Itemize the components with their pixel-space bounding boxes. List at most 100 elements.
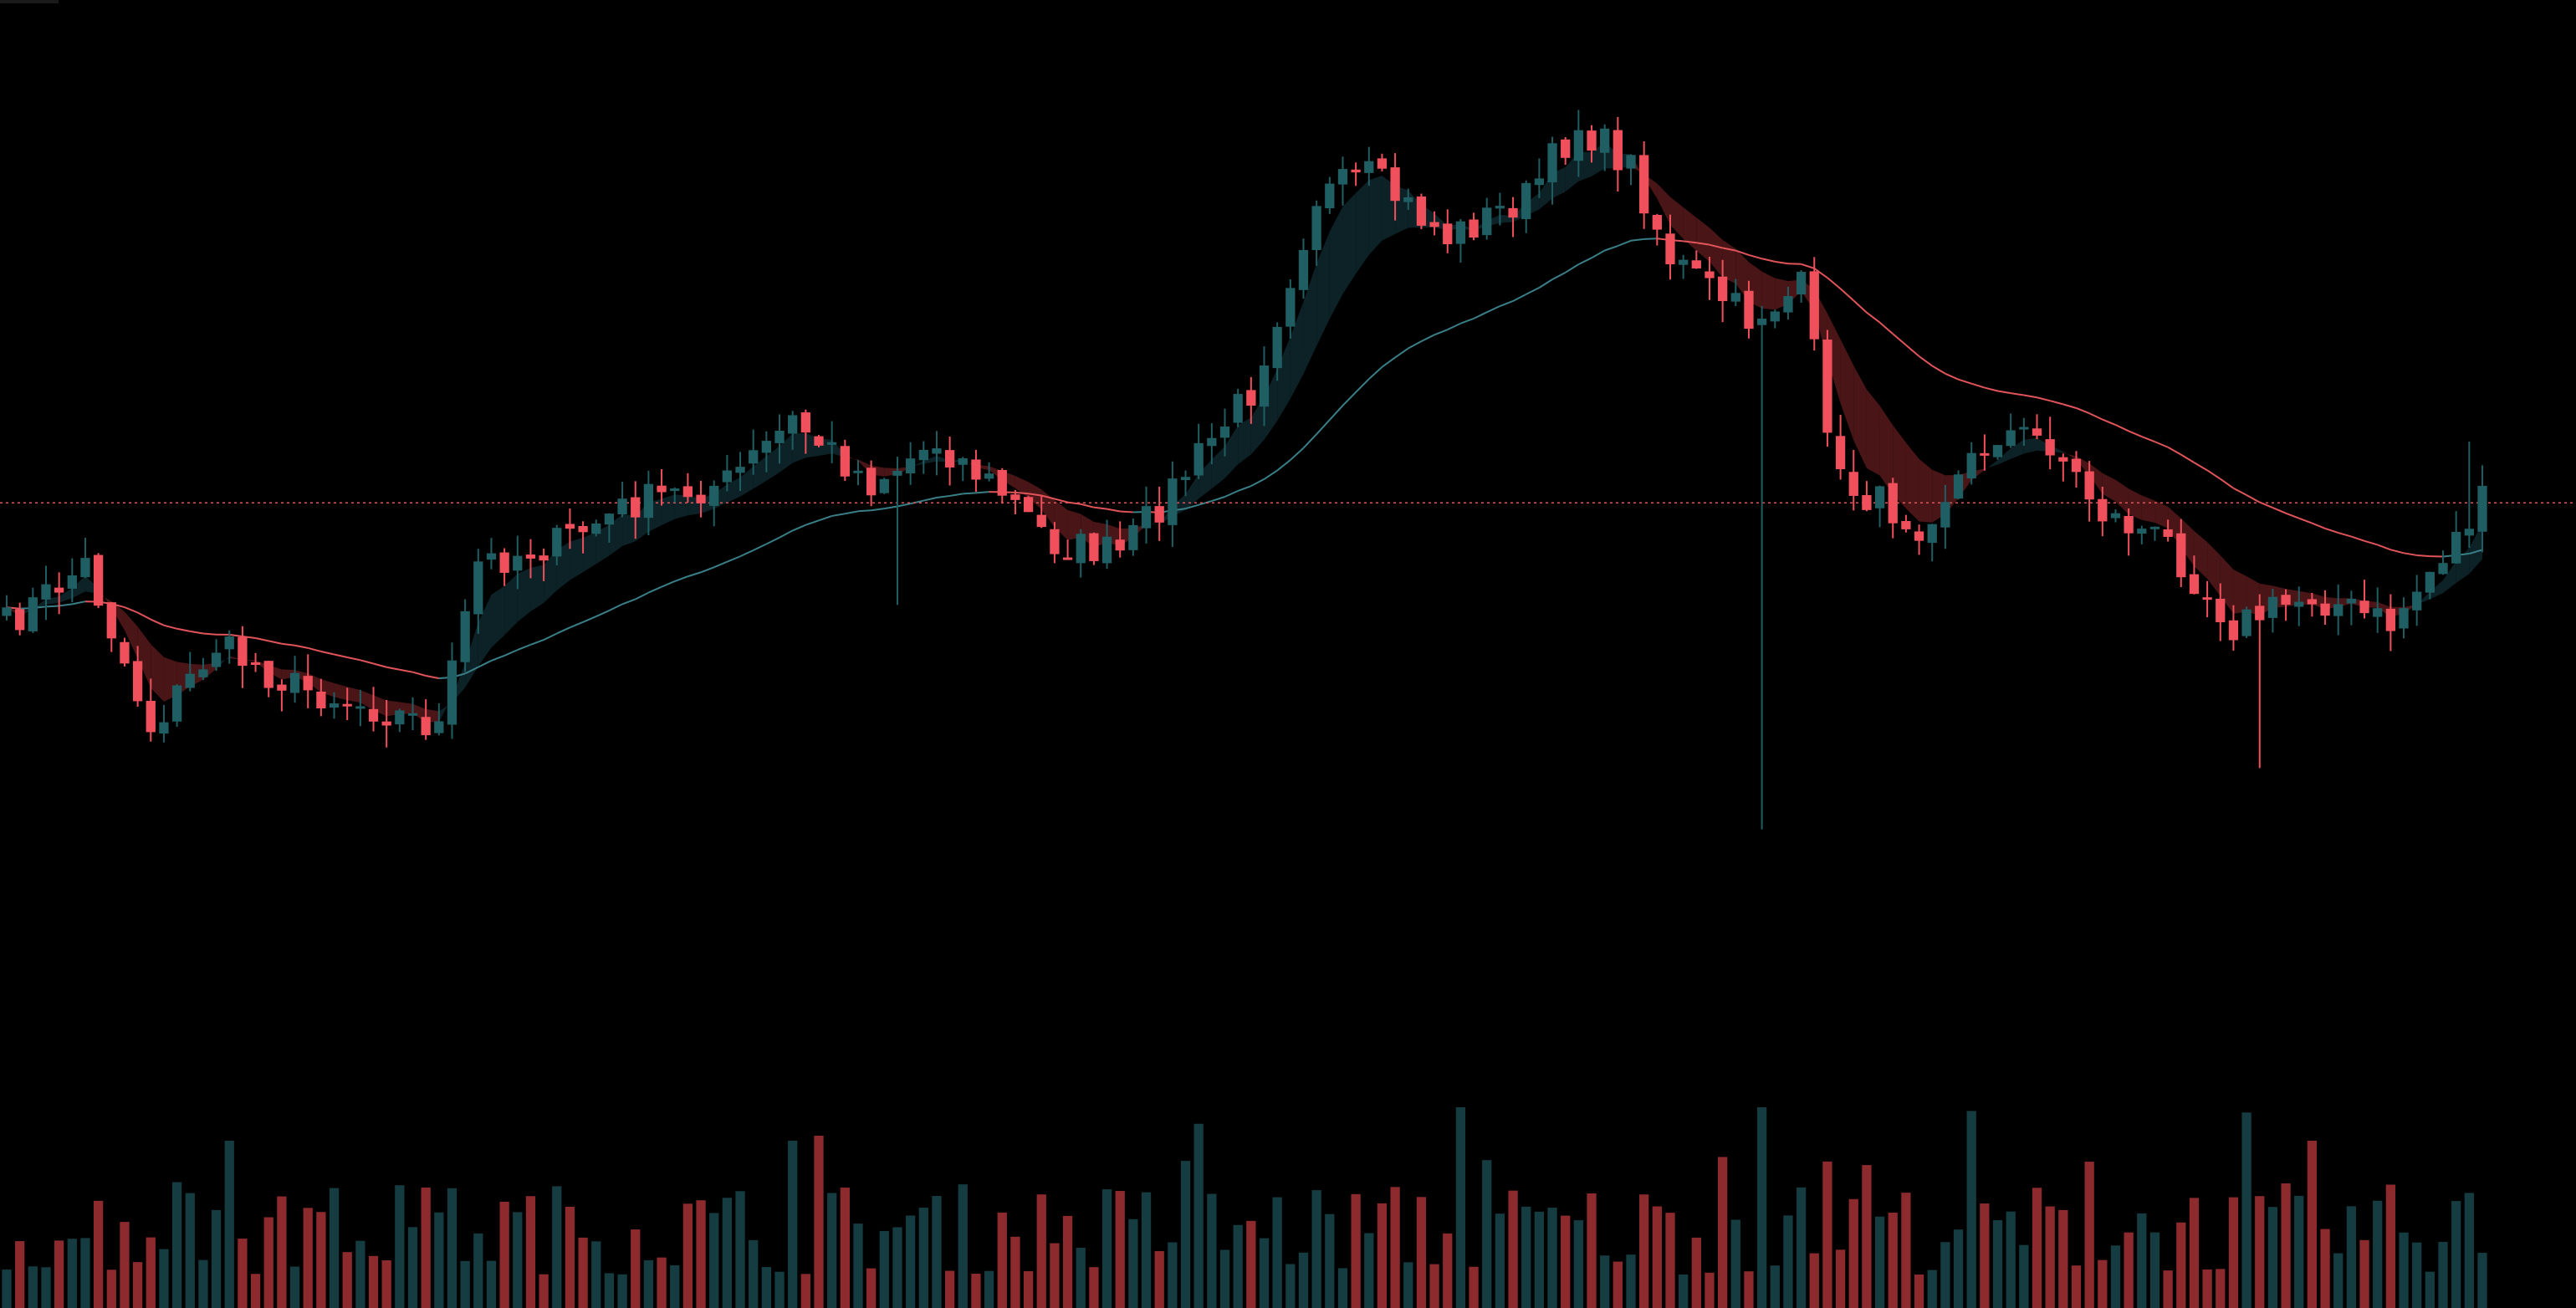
candle-body[interactable] <box>1207 437 1217 447</box>
candle-body[interactable] <box>2307 599 2318 605</box>
candle-body[interactable] <box>1128 524 1138 550</box>
candle-body[interactable] <box>198 669 208 677</box>
candle-body[interactable] <box>171 685 182 722</box>
candle-body[interactable] <box>552 528 562 557</box>
candle-body[interactable] <box>2058 457 2068 462</box>
candle-body[interactable] <box>1744 290 1754 330</box>
candle-body[interactable] <box>93 554 104 606</box>
candle-body[interactable] <box>800 412 810 433</box>
candle-body[interactable] <box>1992 445 2003 457</box>
candle-body[interactable] <box>2399 608 2409 629</box>
candle-body[interactable] <box>2032 428 2042 436</box>
candle-body[interactable] <box>1809 271 1819 340</box>
candle-body[interactable] <box>1390 167 1400 202</box>
candle-body[interactable] <box>1076 534 1086 564</box>
candle-body[interactable] <box>2189 574 2200 595</box>
candle-body[interactable] <box>395 710 405 725</box>
candle-body[interactable] <box>709 485 719 506</box>
candle-body[interactable] <box>513 555 523 571</box>
candle-body[interactable] <box>1115 539 1125 551</box>
candle-body[interactable] <box>1403 197 1413 202</box>
candle-body[interactable] <box>1705 271 1715 278</box>
candle-body[interactable] <box>840 446 850 477</box>
candle-body[interactable] <box>2202 597 2212 600</box>
candle-body[interactable] <box>2098 498 2108 522</box>
candle-body[interactable] <box>814 436 824 446</box>
candle-body[interactable] <box>368 708 379 722</box>
candle-body[interactable] <box>2412 591 2422 611</box>
candle-body[interactable] <box>1193 442 1204 476</box>
candle-body[interactable] <box>1626 155 1636 169</box>
candle-body[interactable] <box>1770 311 1780 322</box>
candle-body[interactable] <box>631 497 641 518</box>
candle-body[interactable] <box>447 660 457 725</box>
candle-body[interactable] <box>1168 478 1178 525</box>
candle-body[interactable] <box>54 587 64 593</box>
candle-body[interactable] <box>2137 529 2147 534</box>
candle-body[interactable] <box>1756 319 1767 325</box>
candle-body[interactable] <box>591 523 601 534</box>
candle-body[interactable] <box>132 661 143 702</box>
candle-body[interactable] <box>250 662 261 666</box>
candle-body[interactable] <box>2346 598 2357 604</box>
candle-body[interactable] <box>2281 595 2291 605</box>
candle-body[interactable] <box>120 641 130 664</box>
candle-body[interactable] <box>277 684 287 691</box>
candle-body[interactable] <box>1665 233 1675 265</box>
candle-body[interactable] <box>146 701 156 733</box>
candle-body[interactable] <box>1613 130 1623 171</box>
candle-body[interactable] <box>604 513 615 525</box>
candle-body[interactable] <box>1783 296 1793 313</box>
candle-body[interactable] <box>944 450 955 468</box>
candle-body[interactable] <box>539 555 549 561</box>
candle-body[interactable] <box>788 415 798 434</box>
candle-body[interactable] <box>1233 394 1243 423</box>
candles-group[interactable] <box>2 110 2487 830</box>
candle-body[interactable] <box>1822 340 1832 433</box>
candle-body[interactable] <box>1652 214 1662 230</box>
candle-body[interactable] <box>2241 609 2251 636</box>
candle-body[interactable] <box>1901 520 1911 529</box>
candle-body[interactable] <box>1862 495 1872 510</box>
candle-body[interactable] <box>342 703 352 707</box>
candle-body[interactable] <box>525 554 536 559</box>
candle-body[interactable] <box>1573 130 1584 161</box>
candle-body[interactable] <box>2124 515 2134 534</box>
candle-body[interactable] <box>421 717 431 736</box>
candle-body[interactable] <box>1679 259 1689 265</box>
candle-body[interactable] <box>2071 458 2082 473</box>
candle-body[interactable] <box>486 553 497 560</box>
candle-body[interactable] <box>159 722 169 734</box>
candle-body[interactable] <box>892 471 902 476</box>
candle-body[interactable] <box>1364 161 1374 173</box>
candle-body[interactable] <box>1285 288 1296 327</box>
candle-body[interactable] <box>866 468 877 496</box>
candle-body[interactable] <box>106 602 116 639</box>
candle-body[interactable] <box>1482 207 1492 236</box>
candle-body[interactable] <box>1259 365 1270 407</box>
candle-body[interactable] <box>1914 531 1924 541</box>
candle-body[interactable] <box>1495 206 1505 209</box>
candle-body[interactable] <box>355 706 365 709</box>
candle-body[interactable] <box>1835 436 1846 470</box>
candle-body[interactable] <box>1718 276 1728 301</box>
candle-body[interactable] <box>1429 222 1439 227</box>
candle-body[interactable] <box>2163 529 2173 537</box>
candle-body[interactable] <box>1600 128 1610 153</box>
candle-body[interactable] <box>1980 452 1990 456</box>
candle-body[interactable] <box>1219 427 1230 438</box>
candle-body[interactable] <box>460 611 470 662</box>
candle-body[interactable] <box>722 470 733 483</box>
candle-body[interactable] <box>735 467 745 473</box>
candle-body[interactable] <box>2373 608 2383 617</box>
candle-body[interactable] <box>749 450 759 464</box>
candle-body[interactable] <box>1416 196 1427 226</box>
candle-body[interactable] <box>1730 293 1740 302</box>
candle-body[interactable] <box>2006 430 2016 447</box>
candle-body[interactable] <box>238 636 248 667</box>
candle-body[interactable] <box>682 486 693 498</box>
candle-body[interactable] <box>381 721 391 726</box>
candle-body[interactable] <box>473 561 483 615</box>
candle-body[interactable] <box>657 485 667 493</box>
candle-body[interactable] <box>2464 529 2474 536</box>
